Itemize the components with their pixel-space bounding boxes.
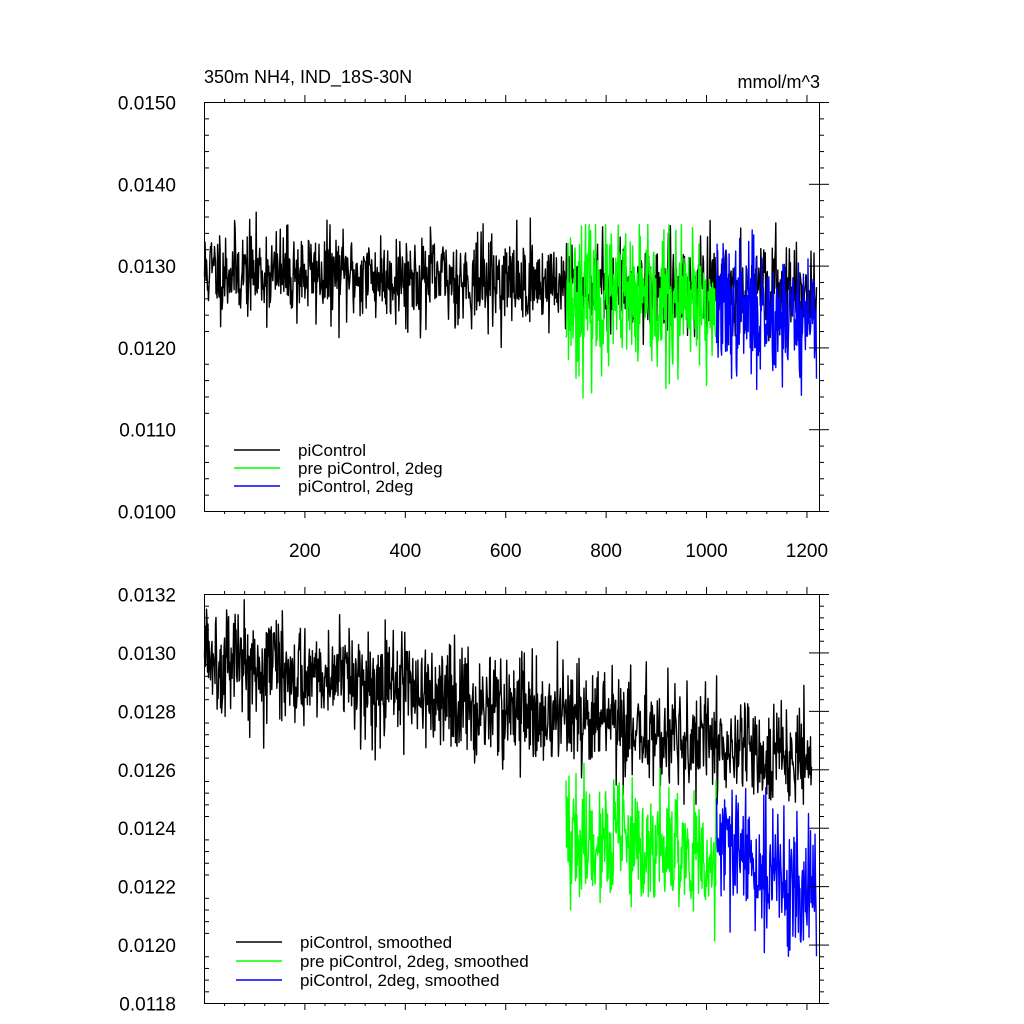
x-tick-label: 400 [389,541,421,562]
series-line-2 [715,787,818,957]
y-tick-label: 0.0128 [118,702,176,723]
y-tick-label: 0.0130 [118,644,176,665]
bottom-series-lines [203,599,818,957]
legend-label-2: piControl, 2deg [298,477,413,496]
bottom-panel: 0.0118 0.0120 0.0122 0.0124 0.0126 0.0128 0.01… [118,586,829,1016]
chart-title: 350m NH4, IND_18S-30N [204,67,412,88]
top-plot-frame [204,102,820,512]
y-tick-label: 0.0140 [118,175,176,196]
series-line-1 [565,223,717,399]
y-tick-label: 0.0110 [119,421,176,442]
y-tick-label: 0.0100 [118,503,176,524]
y-tick-label: 0.0150 [118,94,176,115]
series-line-2 [715,229,818,396]
y-tick-label: 0.0126 [118,761,176,782]
x-tick-label: 600 [490,541,522,562]
series-line-1 [565,762,717,942]
legend-label-1: pre piControl, 2deg [298,459,443,478]
units-label: mmol/m^3 [738,72,820,92]
top-series-lines [203,211,818,399]
y-tick-label: 0.0132 [118,586,176,607]
x-tick-label: 200 [289,541,321,562]
legend-label-2: piControl, 2deg, smoothed [300,971,499,990]
y-tick-label: 0.0118 [119,995,176,1016]
x-tick-label: 800 [590,541,622,562]
x-tick-label: 1000 [685,541,727,562]
x-tick-label: 1200 [786,541,828,562]
legend-label-0: piControl [298,441,366,460]
y-tick-label: 0.0122 [118,878,176,899]
top-axis-ticks: 200 400 600 800 1000 1200 0.0100 0.0110 0.0120 0.… [118,94,829,562]
legend-label-0: piControl, smoothed [300,933,452,952]
y-tick-label: 0.0120 [118,936,176,957]
legend-label-1: pre piControl, 2deg, smoothed [300,952,529,971]
y-tick-label: 0.0124 [118,819,177,840]
top-panel: 350m NH4, IND_18S-30N mmol/m^3 200 400 600… [118,67,829,562]
y-tick-label: 0.0130 [118,257,176,278]
series-line-0 [203,599,813,805]
bottom-plot-frame [204,594,820,1004]
y-tick-label: 0.0120 [118,339,176,360]
